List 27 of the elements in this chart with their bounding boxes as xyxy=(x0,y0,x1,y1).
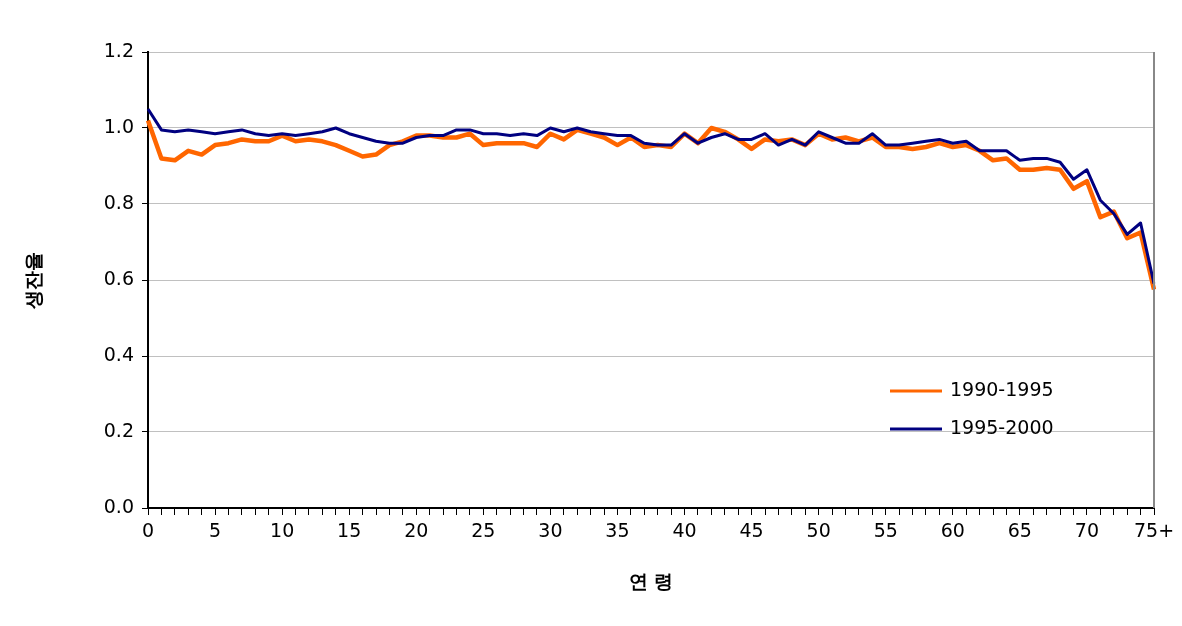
y-axis-title: 생잔율 xyxy=(22,251,45,310)
x-tick-label: 20 xyxy=(404,519,429,542)
y-tick-label: 0.8 xyxy=(103,190,134,213)
x-tick-label: 65 xyxy=(1007,519,1032,542)
y-tick-label: 1.0 xyxy=(103,114,134,137)
x-tick-label: 10 xyxy=(270,519,295,542)
x-axis-title: 연 령 xyxy=(628,569,674,592)
x-tick-label: 75+ xyxy=(1133,519,1175,542)
legend-label: 1990-1995 xyxy=(950,377,1054,400)
x-tick-label: 40 xyxy=(672,519,697,542)
y-tick-label: 0.0 xyxy=(103,494,134,517)
x-tick-label: 70 xyxy=(1074,519,1100,542)
y-tick-label: 0.2 xyxy=(103,418,134,441)
x-tick-label: 15 xyxy=(337,519,362,542)
x-tick-label: 60 xyxy=(940,519,965,542)
x-tick-label: 5 xyxy=(209,519,222,542)
y-tick-label: 0.6 xyxy=(103,266,134,289)
legend-label: 1995-2000 xyxy=(950,415,1054,438)
x-tick-label: 35 xyxy=(605,519,630,542)
x-tick-label: 0 xyxy=(141,519,155,542)
x-tick-label: 25 xyxy=(471,519,496,542)
x-tick-label: 30 xyxy=(538,519,563,542)
x-tick-label: 55 xyxy=(873,519,898,542)
x-tick-label: 45 xyxy=(739,519,764,542)
y-tick-label: 1.2 xyxy=(103,38,134,61)
x-tick-label: 50 xyxy=(806,519,831,542)
y-tick-label: 0.4 xyxy=(103,342,134,365)
